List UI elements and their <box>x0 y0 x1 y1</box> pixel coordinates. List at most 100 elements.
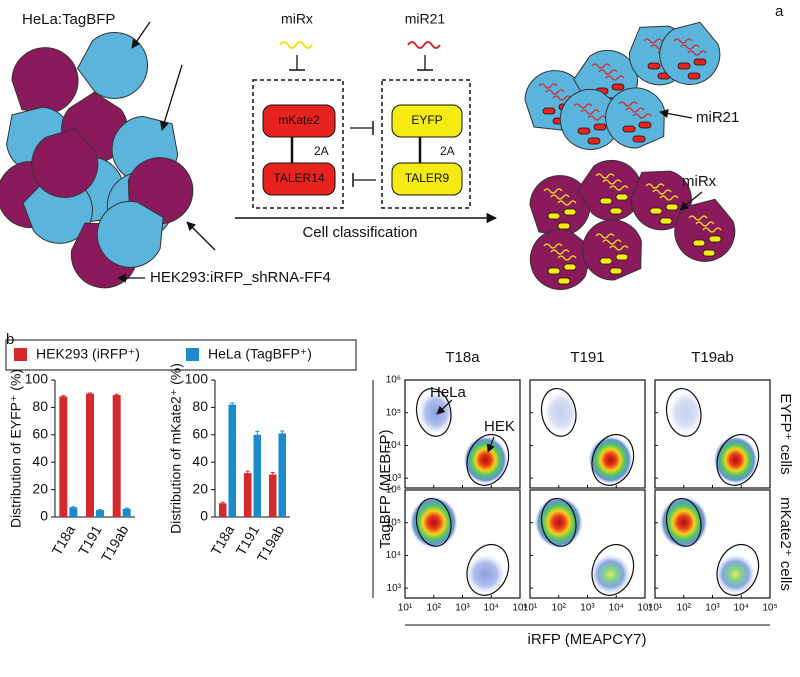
mirna-wave <box>625 107 645 113</box>
density <box>534 496 583 549</box>
bar <box>269 474 277 517</box>
cell-cluster <box>524 21 736 290</box>
error-bar <box>280 430 285 436</box>
gene-label: mKate2 <box>278 113 320 127</box>
gate <box>415 497 452 547</box>
protein <box>587 137 601 145</box>
protein <box>609 207 623 215</box>
arrow <box>486 436 495 453</box>
protein <box>609 267 623 275</box>
x-tick-label: T18a <box>207 522 237 558</box>
mirna-wave <box>591 63 611 69</box>
gate-label: HeLa <box>430 384 467 401</box>
protein <box>611 83 625 91</box>
density <box>418 390 455 435</box>
row-label: mKate2⁺ cells <box>777 497 794 591</box>
mirna-wave <box>652 189 672 195</box>
legend-box <box>5 339 357 371</box>
mirna-wave <box>643 38 663 44</box>
protein <box>577 127 591 135</box>
error-bar <box>88 392 92 395</box>
mirna-wave <box>602 179 622 185</box>
density <box>590 554 631 595</box>
y-tick-label: 80 <box>32 398 48 414</box>
gate <box>466 543 510 596</box>
mirna-wave <box>545 89 565 95</box>
mirna-wave <box>645 183 665 189</box>
x-tick-label: 10² <box>427 603 442 614</box>
gene-label: EYFP <box>411 113 442 127</box>
arrow <box>659 109 693 119</box>
arrow <box>186 221 216 251</box>
y-tick-label: 20 <box>192 480 208 496</box>
mirna-wave <box>543 188 563 194</box>
x-tick-label: 10¹ <box>648 603 663 614</box>
x-tick-label: T19ab <box>98 522 132 565</box>
y-tick-label: 10⁶ <box>386 375 401 386</box>
error-bar <box>98 509 102 511</box>
x-tick-label: 10⁵ <box>637 603 652 614</box>
linker-label: 2A <box>440 144 455 158</box>
cell <box>31 128 99 198</box>
mirna-wave <box>407 41 441 49</box>
x-tick-label: 10² <box>677 603 692 614</box>
mirna-wave <box>552 95 572 101</box>
error-bar <box>114 393 119 396</box>
flow-plots: T18a T191 T19ab EYFP⁺ cells mKate2⁺ cells 10³… <box>372 349 794 648</box>
protein <box>547 267 561 275</box>
mirna-wave <box>659 195 679 201</box>
cell-cluster <box>0 31 194 289</box>
density <box>588 435 633 484</box>
cell-label: miRx <box>682 173 717 190</box>
density <box>543 390 580 435</box>
mirna-wave <box>557 200 577 206</box>
error-bar <box>61 395 66 398</box>
gene-block <box>262 162 336 196</box>
mirna-wave <box>687 50 707 56</box>
mirna-wave <box>618 101 638 107</box>
x-tick-label: 10⁵ <box>512 603 527 614</box>
x-tick-label: T18a <box>48 522 78 558</box>
gate <box>466 433 510 486</box>
gate <box>716 433 760 486</box>
mirna-wave <box>538 83 558 89</box>
mirna-wave <box>550 249 570 255</box>
y-tick-label: 100 <box>25 371 49 387</box>
y-tick-label: 20 <box>32 480 48 496</box>
legend-swatch <box>14 348 27 361</box>
error-bar <box>124 507 129 510</box>
protein <box>692 239 706 247</box>
arrow <box>160 64 183 131</box>
y-tick-label: 40 <box>32 453 48 469</box>
cell <box>76 31 149 99</box>
density <box>715 554 756 595</box>
protein <box>557 222 571 230</box>
mirna-wave <box>279 41 313 49</box>
gene-label: TALER9 <box>405 171 450 185</box>
x-tick-label: 10⁴ <box>484 603 499 614</box>
gate <box>591 543 635 596</box>
bar <box>59 396 68 517</box>
mirna-wave <box>632 113 652 119</box>
protein <box>708 235 722 243</box>
y-tick-label: 60 <box>32 426 48 442</box>
protein <box>665 203 679 211</box>
column-title: T18a <box>445 349 480 366</box>
gene-block <box>391 104 463 138</box>
y-axis-label: TagBFP (MEBFP) <box>377 430 394 549</box>
error-bar <box>255 430 260 439</box>
density <box>409 496 458 549</box>
protein <box>615 193 629 201</box>
y-tick-label: 10⁵ <box>386 517 401 528</box>
protein <box>659 217 673 225</box>
mirna-wave <box>605 75 625 81</box>
gene-block <box>262 104 336 138</box>
mirna-wave <box>595 173 615 179</box>
bar <box>96 510 104 517</box>
gate <box>665 387 702 437</box>
mirna-wave <box>688 215 708 221</box>
linker-label: 2A <box>314 144 329 158</box>
gene-block <box>391 162 463 196</box>
y-axis-label: Distribution of EYFP⁺ (%) <box>8 369 24 528</box>
